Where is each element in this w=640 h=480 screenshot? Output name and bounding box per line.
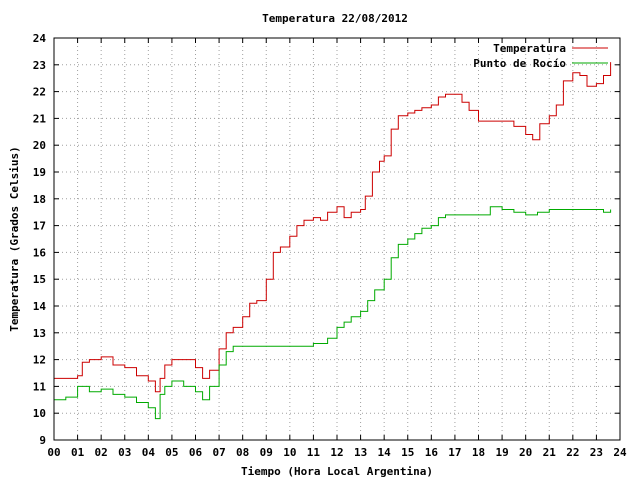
y-tick-label: 24: [33, 32, 47, 45]
y-tick-label: 9: [39, 434, 46, 447]
y-tick-label: 18: [33, 193, 46, 206]
x-tick-label: 14: [378, 446, 392, 459]
x-tick-label: 05: [165, 446, 178, 459]
x-tick-label: 01: [71, 446, 85, 459]
x-tick-label: 20: [519, 446, 532, 459]
y-tick-label: 22: [33, 86, 46, 99]
x-tick-label: 11: [307, 446, 321, 459]
legend-label-0: Temperatura: [493, 42, 566, 55]
y-tick-label: 23: [33, 59, 46, 72]
x-tick-label: 18: [472, 446, 485, 459]
x-axis-label: Tiempo (Hora Local Argentina): [241, 465, 433, 478]
ticks: 9 10 11 12 13 14 15 16 17 18 19 20 21 22 23 24 00 01 02 03 0…: [33, 32, 627, 459]
y-tick-label: 14: [33, 300, 47, 313]
y-tick-label: 21: [33, 112, 47, 125]
x-tick-label: 03: [118, 446, 131, 459]
x-tick-label: 16: [425, 446, 439, 459]
x-tick-label: 15: [401, 446, 414, 459]
x-tick-label: 21: [543, 446, 557, 459]
y-tick-label: 12: [33, 354, 46, 367]
x-tick-label: 00: [47, 446, 60, 459]
x-tick-label: 07: [212, 446, 225, 459]
x-tick-label: 08: [236, 446, 249, 459]
y-tick-label: 10: [33, 407, 46, 420]
x-tick-label: 06: [189, 446, 203, 459]
y-tick-label: 13: [33, 327, 46, 340]
legend-label-1: Punto de Rocío: [473, 57, 566, 70]
y-tick-label: 19: [33, 166, 46, 179]
series-line-0: [54, 62, 612, 393]
x-tick-label: 24: [613, 446, 627, 459]
grid: [54, 38, 620, 440]
x-tick-label: 13: [354, 446, 367, 459]
series-line-1: [54, 206, 612, 420]
chart-title: Temperatura 22/08/2012: [262, 12, 408, 25]
y-tick-label: 15: [33, 273, 46, 286]
y-tick-label: 20: [33, 139, 46, 152]
x-tick-label: 10: [283, 446, 296, 459]
y-tick-label: 16: [33, 246, 47, 259]
x-tick-label: 09: [260, 446, 273, 459]
x-tick-label: 17: [448, 446, 461, 459]
y-tick-label: 17: [33, 220, 46, 233]
series-layer: [54, 62, 612, 420]
y-axis-label: Temperatura (Grados Celsius): [8, 146, 21, 331]
x-tick-label: 19: [495, 446, 508, 459]
x-tick-label: 23: [590, 446, 603, 459]
x-tick-label: 02: [95, 446, 108, 459]
x-tick-label: 04: [142, 446, 156, 459]
x-tick-label: 12: [330, 446, 343, 459]
x-tick-label: 22: [566, 446, 579, 459]
y-tick-label: 11: [33, 380, 47, 393]
legend: Temperatura Punto de Rocío: [473, 42, 608, 70]
